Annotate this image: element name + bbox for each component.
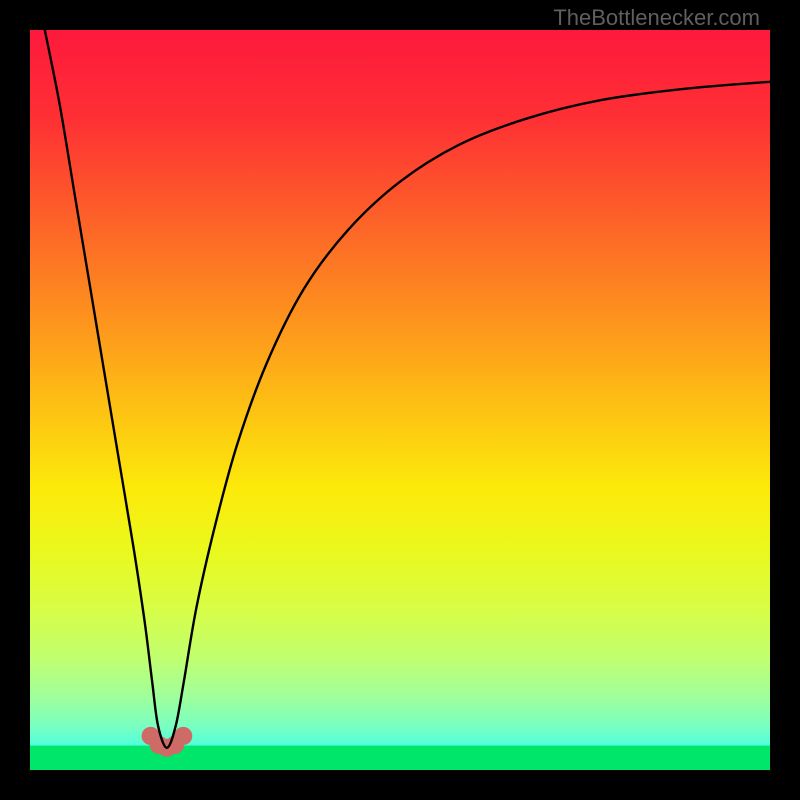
chart-container: TheBottlenecker.com (0, 0, 800, 800)
watermark-text: TheBottlenecker.com (553, 5, 760, 31)
plot-background (30, 30, 770, 770)
